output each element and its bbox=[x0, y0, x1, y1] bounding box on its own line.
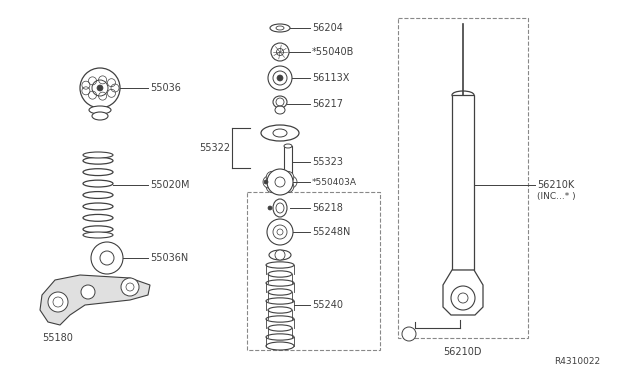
Ellipse shape bbox=[271, 43, 289, 61]
Ellipse shape bbox=[269, 250, 291, 260]
Text: 55322: 55322 bbox=[199, 143, 230, 153]
Text: 55180: 55180 bbox=[43, 333, 74, 343]
Ellipse shape bbox=[261, 125, 299, 141]
Circle shape bbox=[282, 181, 294, 193]
Polygon shape bbox=[443, 270, 483, 315]
Text: *55040B: *55040B bbox=[312, 47, 355, 57]
Ellipse shape bbox=[273, 96, 287, 108]
Circle shape bbox=[282, 171, 294, 183]
Circle shape bbox=[121, 278, 139, 296]
Ellipse shape bbox=[276, 26, 284, 30]
Circle shape bbox=[275, 250, 285, 260]
Text: 55020M: 55020M bbox=[150, 180, 189, 190]
Circle shape bbox=[268, 206, 272, 210]
Polygon shape bbox=[40, 275, 150, 325]
Bar bbox=[398, 18, 528, 338]
Text: 56217: 56217 bbox=[312, 99, 343, 109]
Text: 56210D: 56210D bbox=[443, 347, 481, 357]
Circle shape bbox=[402, 327, 416, 341]
Circle shape bbox=[48, 292, 68, 312]
Text: 56218: 56218 bbox=[312, 203, 343, 213]
Ellipse shape bbox=[83, 152, 113, 158]
Circle shape bbox=[266, 171, 278, 183]
Text: 55323: 55323 bbox=[312, 157, 343, 167]
Ellipse shape bbox=[276, 203, 284, 213]
Ellipse shape bbox=[454, 98, 472, 104]
Circle shape bbox=[266, 181, 278, 193]
Bar bbox=[247, 192, 380, 350]
Text: R4310022: R4310022 bbox=[554, 357, 600, 366]
Circle shape bbox=[277, 75, 283, 81]
Circle shape bbox=[285, 176, 297, 188]
Circle shape bbox=[97, 85, 103, 91]
Ellipse shape bbox=[284, 144, 292, 148]
Bar bbox=[452, 95, 474, 270]
Text: *550403A: *550403A bbox=[312, 177, 357, 186]
Ellipse shape bbox=[276, 48, 284, 55]
Bar bbox=[284, 146, 292, 178]
Ellipse shape bbox=[275, 106, 285, 114]
Ellipse shape bbox=[270, 24, 290, 32]
Text: 55248N: 55248N bbox=[312, 227, 350, 237]
Ellipse shape bbox=[83, 232, 113, 238]
Text: 56204: 56204 bbox=[312, 23, 343, 33]
Ellipse shape bbox=[89, 106, 111, 114]
Text: 55036: 55036 bbox=[150, 83, 181, 93]
Circle shape bbox=[273, 225, 287, 239]
Text: (INC...* ): (INC...* ) bbox=[537, 192, 575, 201]
Ellipse shape bbox=[92, 112, 108, 120]
Circle shape bbox=[81, 285, 95, 299]
Ellipse shape bbox=[273, 199, 287, 217]
Text: 55036N: 55036N bbox=[150, 253, 188, 263]
Ellipse shape bbox=[266, 342, 294, 350]
Text: 56113X: 56113X bbox=[312, 73, 349, 83]
Circle shape bbox=[274, 183, 286, 195]
Text: 55240: 55240 bbox=[312, 300, 343, 310]
Circle shape bbox=[267, 169, 293, 195]
Text: 56210K: 56210K bbox=[537, 180, 574, 190]
Circle shape bbox=[274, 169, 286, 182]
Circle shape bbox=[263, 176, 275, 188]
Circle shape bbox=[451, 286, 475, 310]
Circle shape bbox=[264, 180, 268, 184]
Circle shape bbox=[267, 219, 293, 245]
Ellipse shape bbox=[284, 176, 292, 180]
Ellipse shape bbox=[452, 91, 474, 99]
